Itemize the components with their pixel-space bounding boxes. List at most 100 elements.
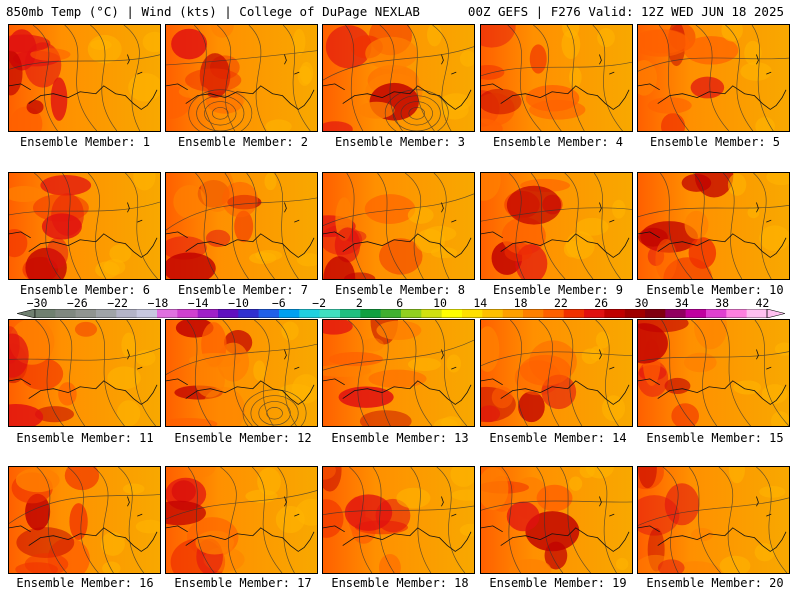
member-caption: Ensemble Member: 13 <box>331 431 469 445</box>
colorbar-tick-label: 42 <box>755 296 770 310</box>
colorbar-tick-label: −26 <box>66 296 88 310</box>
colorbar-tick-label: 22 <box>553 296 568 310</box>
member-caption: Ensemble Member: 9 <box>492 283 624 297</box>
colorbar-swatch <box>746 309 768 318</box>
ensemble-member-map <box>322 466 475 574</box>
ensemble-member-map <box>165 466 318 574</box>
ensemble-member-map <box>480 319 633 427</box>
colorbar-swatch <box>340 309 361 318</box>
colorbar-swatch <box>279 309 300 318</box>
member-caption: Ensemble Member: 1 <box>19 135 151 149</box>
colorbar-swatch <box>157 309 178 318</box>
ensemble-member-map <box>322 172 475 280</box>
colorbar-swatch <box>441 309 463 318</box>
colorbar-swatch <box>35 309 56 318</box>
member-caption: Ensemble Member: 20 <box>646 576 784 590</box>
colorbar-tick-label: 2 <box>355 296 363 310</box>
colorbar-tick-label: 18 <box>513 296 528 310</box>
member-caption: Ensemble Member: 15 <box>646 431 784 445</box>
ensemble-member-map <box>8 319 161 427</box>
colorbar-swatch <box>584 309 605 318</box>
member-caption: Ensemble Member: 8 <box>334 283 466 297</box>
colorbar-tick-label: 34 <box>674 296 689 310</box>
ensemble-member-map <box>637 172 790 280</box>
ensemble-member-map <box>8 466 161 574</box>
colorbar-swatch <box>604 309 625 318</box>
colorbar-swatch <box>462 309 483 318</box>
member-caption: Ensemble Member: 5 <box>649 135 781 149</box>
ensemble-member-map <box>480 466 633 574</box>
run-valid-time: 00Z GEFS | F276 Valid: 12Z WED JUN 18 20… <box>467 4 784 19</box>
colorbar-swatch <box>726 309 747 318</box>
colorbar-swatch <box>563 309 585 318</box>
colorbar-swatch <box>299 309 320 318</box>
temperature-colorbar <box>17 309 785 318</box>
colorbar-low-arrow <box>17 309 36 318</box>
colorbar-swatch <box>197 309 219 318</box>
colorbar-swatch <box>116 309 137 318</box>
ensemble-member-map <box>8 24 161 132</box>
colorbar-tick-label: 6 <box>396 296 404 310</box>
colorbar-swatch <box>75 309 97 318</box>
ensemble-member-map <box>480 172 633 280</box>
member-caption: Ensemble Member: 7 <box>177 283 309 297</box>
ensemble-member-map <box>322 24 475 132</box>
colorbar-tick-label: −30 <box>26 296 48 310</box>
colorbar-swatch <box>177 309 198 318</box>
ensemble-member-map <box>8 172 161 280</box>
ensemble-member-map <box>480 24 633 132</box>
ensemble-member-map <box>165 319 318 427</box>
member-caption: Ensemble Member: 6 <box>19 283 151 297</box>
ensemble-member-map <box>637 24 790 132</box>
colorbar-tick-label: −6 <box>271 296 286 310</box>
colorbar-tick-label: −22 <box>107 296 128 310</box>
ensemble-member-map <box>637 319 790 427</box>
colorbar-tick-label: 30 <box>634 296 649 310</box>
member-caption: Ensemble Member: 19 <box>489 576 627 590</box>
colorbar-swatch <box>543 309 564 318</box>
colorbar-swatch <box>645 309 666 318</box>
member-caption: Ensemble Member: 4 <box>492 135 624 149</box>
colorbar-swatch <box>55 309 76 318</box>
colorbar-swatch <box>360 309 381 318</box>
member-caption: Ensemble Member: 12 <box>174 431 312 445</box>
member-caption: Ensemble Member: 17 <box>174 576 312 590</box>
colorbar-swatch <box>258 309 280 318</box>
colorbar-tick-label: −2 <box>312 296 327 310</box>
member-caption: Ensemble Member: 14 <box>489 431 627 445</box>
ensemble-member-map <box>637 466 790 574</box>
colorbar-swatch <box>502 309 524 318</box>
colorbar-swatch <box>665 309 686 318</box>
colorbar-tick-label: 38 <box>715 296 730 310</box>
colorbar-swatch <box>238 309 259 318</box>
colorbar-swatch <box>218 309 239 318</box>
colorbar-labels: −30 −26 −22 −18 −14 −10 −6 −2 2 6 10 14 18 22 26 30 34 38… <box>0 296 800 310</box>
colorbar-tick-label: −14 <box>187 296 209 310</box>
colorbar-swatch <box>380 309 402 318</box>
colorbar-swatch <box>482 309 503 318</box>
member-caption: Ensemble Member: 18 <box>331 576 469 590</box>
colorbar-tick-label: 26 <box>594 296 609 310</box>
colorbar-swatch <box>523 309 544 318</box>
member-caption: Ensemble Member: 11 <box>16 431 154 445</box>
ensemble-member-map <box>322 319 475 427</box>
colorbar-swatch <box>706 309 727 318</box>
chart-title: 850mb Temp (°C) | Wind (kts) | College o… <box>6 4 420 19</box>
ensemble-member-map <box>165 172 318 280</box>
member-caption: Ensemble Member: 16 <box>16 576 154 590</box>
colorbar-tick-label: 10 <box>433 296 447 310</box>
colorbar-tick-label: 14 <box>473 296 488 310</box>
colorbar-swatch <box>421 309 442 318</box>
member-caption: Ensemble Member: 10 <box>646 283 784 297</box>
ensemble-member-map <box>165 24 318 132</box>
colorbar-swatch <box>319 309 341 318</box>
colorbar-tick-label: −18 <box>147 296 169 310</box>
colorbar-swatch <box>136 309 158 318</box>
member-caption: Ensemble Member: 2 <box>177 135 309 149</box>
colorbar-swatch <box>685 309 707 318</box>
colorbar-swatch <box>96 309 117 318</box>
colorbar-swatch <box>624 309 646 318</box>
colorbar-tick-label: −10 <box>228 296 249 310</box>
member-caption: Ensemble Member: 3 <box>334 135 466 149</box>
colorbar-high-arrow <box>766 309 785 318</box>
